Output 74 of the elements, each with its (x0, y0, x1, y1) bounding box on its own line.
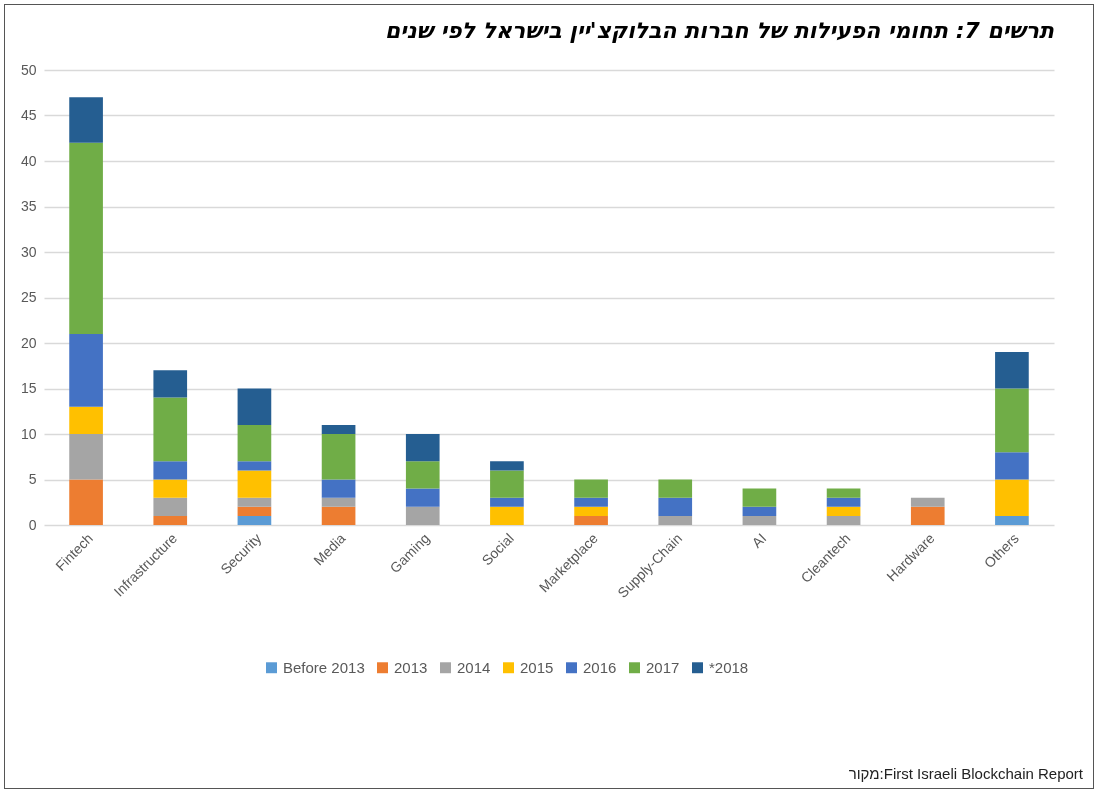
bar (237, 424, 272, 462)
bar (742, 515, 777, 525)
bar (826, 515, 861, 525)
bar (490, 506, 524, 525)
bar (995, 452, 1029, 480)
bar (237, 461, 272, 471)
bar (742, 488, 777, 507)
y-tick-label: 35 (20, 198, 37, 214)
bar (490, 497, 524, 507)
legend-label: 2013 (394, 658, 428, 676)
legend-label: 2017 (646, 658, 680, 676)
bar (405, 461, 440, 489)
bar (995, 515, 1029, 525)
bar (910, 497, 945, 507)
bar (658, 479, 693, 498)
bar (574, 497, 608, 507)
bar (69, 333, 103, 407)
bar (321, 497, 356, 507)
y-tick-label: 15 (20, 380, 37, 396)
legend-label: *2018 (709, 658, 749, 676)
bar (153, 370, 188, 398)
bar (490, 461, 524, 471)
y-tick-label: 25 (20, 289, 37, 305)
bar (69, 97, 103, 143)
y-tick-label: 0 (28, 516, 37, 533)
text: מקור:First Israeli Blockchain Report (848, 765, 1083, 782)
bar (574, 479, 608, 498)
y-tick-label: 40 (20, 152, 37, 169)
legend-label: Before 2013 (283, 658, 365, 676)
bar (658, 515, 693, 525)
bar (995, 388, 1029, 453)
y-tick-label: 50 (20, 61, 37, 78)
bar (237, 515, 272, 525)
x-tick-label: AI (748, 530, 770, 551)
bar (237, 506, 272, 516)
bar (153, 515, 188, 525)
bar (658, 497, 693, 516)
y-tick-label: 30 (20, 243, 37, 260)
y-tick-label: 20 (20, 334, 37, 351)
bar (826, 497, 861, 507)
y-tick-label: 45 (20, 107, 37, 123)
bar (321, 506, 356, 525)
bar (574, 506, 608, 516)
bar (237, 470, 272, 498)
bar (490, 470, 524, 498)
chart-title: תרשים 7: תחומי הפעילות של חברות הבלוקצ'יין בישראל לפי שנים (384, 18, 1054, 43)
bar (321, 434, 356, 480)
bar (405, 434, 440, 462)
bar (405, 488, 440, 507)
bar (237, 388, 272, 425)
legend-label: 2014 (457, 658, 491, 676)
bar (826, 506, 861, 516)
bar (153, 497, 188, 516)
bar (69, 434, 103, 480)
bar (910, 506, 945, 525)
y-tick-label: 10 (20, 425, 37, 442)
bar (69, 142, 103, 334)
bar (321, 424, 356, 434)
bar (995, 479, 1029, 516)
bar (321, 479, 356, 498)
bar (69, 479, 103, 525)
bar (153, 479, 188, 498)
legend-label: 2016 (583, 658, 617, 676)
bar (574, 515, 608, 525)
legend-label: 2015 (520, 658, 554, 676)
bar (995, 352, 1029, 389)
bar (69, 406, 103, 434)
bar (153, 397, 188, 462)
bar (237, 497, 272, 507)
bar (742, 506, 777, 516)
bar (405, 506, 440, 525)
bar (826, 488, 861, 498)
bar (153, 461, 188, 480)
y-tick-label: 5 (28, 471, 37, 487)
